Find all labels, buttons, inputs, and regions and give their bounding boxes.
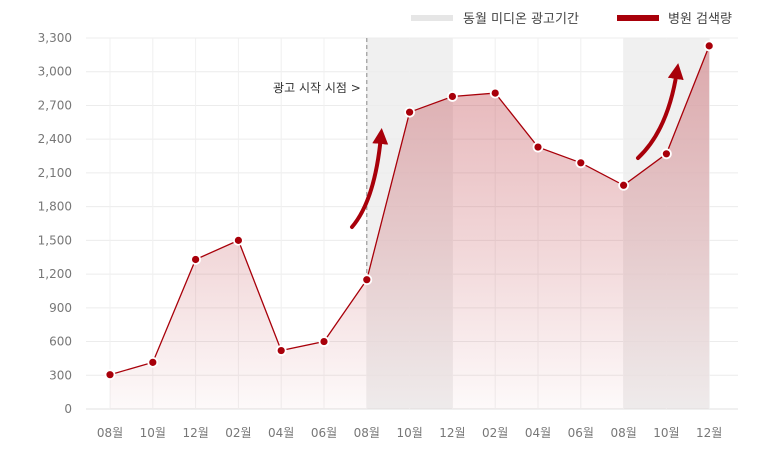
y-tick-label: 3,000 — [38, 65, 72, 79]
data-point — [275, 345, 287, 356]
y-tick-label: 3,300 — [38, 31, 72, 45]
data-point — [618, 179, 629, 191]
x-tick-label: 10월 — [140, 426, 166, 440]
x-tick-label: 12월 — [696, 426, 722, 440]
data-point — [232, 234, 244, 246]
x-tick-label: 12월 — [182, 426, 208, 440]
y-tick-label: 900 — [49, 301, 72, 315]
trend-arrow-2 — [636, 63, 684, 160]
y-tick-label: 300 — [49, 368, 72, 382]
data-point — [190, 254, 202, 265]
x-tick-label: 08월 — [354, 426, 380, 440]
legend-swatch-search-volume — [617, 15, 659, 21]
data-point — [532, 141, 544, 153]
x-tick-label: 12월 — [439, 426, 465, 440]
y-tick-label: 1,500 — [38, 233, 72, 247]
y-tick-label: 0 — [64, 402, 72, 416]
data-point — [661, 148, 672, 160]
x-tick-label: 06월 — [311, 426, 337, 440]
y-tick-label: 2,400 — [38, 132, 72, 146]
legend-label-search-volume: 병원 검색량 — [668, 12, 732, 27]
trend-arrows — [350, 63, 684, 229]
y-tick-label: 1,800 — [38, 200, 72, 214]
y-tick-label: 2,100 — [38, 166, 72, 180]
trend-arrow-1 — [350, 128, 389, 229]
search-volume-area — [110, 45, 710, 410]
data-point — [318, 336, 330, 347]
x-tick-label: 08월 — [97, 426, 123, 440]
data-point — [489, 87, 501, 99]
data-point — [147, 356, 159, 368]
legend-swatch-ad-period — [411, 15, 453, 21]
data-point — [404, 106, 416, 118]
x-tick-label: 02월 — [225, 426, 251, 440]
data-point — [104, 369, 116, 381]
ad-start-annotation: 광고 시작 시점 > — [273, 81, 361, 95]
y-axis: 0 300 600 900 1,200 1,500 1,800 2,100 2,400 2,700… — [38, 31, 72, 416]
data-point — [575, 157, 587, 169]
x-axis: 08월 10월 12월 02월 04월 06월 08월 10월 12월 02월 04월 06월 08월 1… — [97, 426, 723, 440]
data-point — [361, 274, 373, 286]
data-points — [104, 40, 715, 381]
x-tick-label: 02월 — [482, 426, 508, 440]
y-tick-label: 600 — [49, 335, 72, 349]
x-tick-label: 04월 — [525, 426, 551, 440]
y-tick-label: 2,700 — [38, 98, 72, 112]
x-tick-label: 08월 — [610, 426, 636, 440]
legend-label-ad-period: 동월 미디온 광고기간 — [463, 12, 579, 27]
x-tick-label: 10월 — [653, 426, 679, 440]
x-tick-label: 06월 — [568, 426, 594, 440]
data-point — [446, 91, 458, 102]
legend: 동월 미디온 광고기간 병원 검색량 — [411, 12, 732, 27]
x-tick-label: 10월 — [396, 426, 422, 440]
data-point — [703, 40, 715, 52]
annotation-layer: 광고 시작 시점 > — [273, 38, 368, 280]
y-tick-label: 1,200 — [38, 267, 72, 281]
x-tick-label: 04월 — [268, 426, 294, 440]
